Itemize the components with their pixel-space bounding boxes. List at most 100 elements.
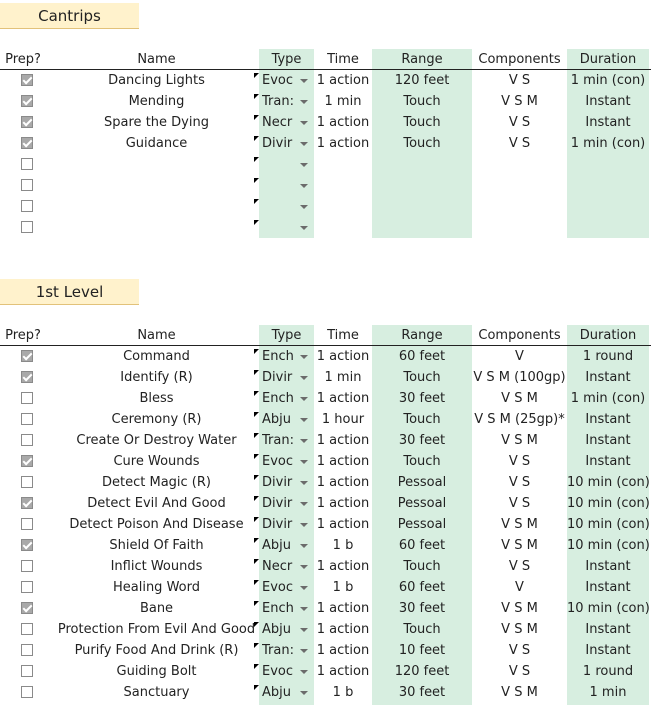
dropdown-arrow-icon[interactable] [300,670,308,674]
duration-cell[interactable]: Instant [585,580,631,595]
spell-name-cell[interactable]: Healing Word [112,580,200,595]
range-cell[interactable]: 30 feet [398,433,446,448]
casting-time-cell[interactable] [314,217,372,238]
range-cell[interactable]: Touch [403,94,441,109]
spell-name-cell[interactable]: Identify (R) [120,370,193,385]
duration-cell[interactable]: 1 round [582,664,634,679]
prep-checkbox-icon[interactable] [21,115,33,128]
type-dropdown[interactable]: Divir [259,133,314,154]
components-cell[interactable]: V S M [501,94,538,109]
spell-name-cell[interactable] [54,217,259,238]
duration-cell[interactable]: 1 round [582,349,634,364]
range-cell[interactable]: 120 feet [394,73,450,88]
type-dropdown[interactable]: Tran: [259,640,314,661]
casting-time-cell[interactable]: 1 action [316,601,370,616]
casting-time-cell[interactable] [314,154,372,175]
spell-name-cell[interactable]: Spare the Dying [104,115,209,130]
prep-checkbox-icon[interactable] [21,433,33,446]
prep-checkbox-icon[interactable] [21,391,33,404]
components-cell[interactable]: V [515,349,524,364]
components-cell[interactable]: V S M [501,622,538,637]
dropdown-arrow-icon[interactable] [300,184,308,188]
components-cell[interactable]: V S [508,115,531,130]
components-cell[interactable]: V S M (25gp)* [474,412,565,427]
prep-checkbox-icon[interactable] [21,601,33,614]
range-cell[interactable]: 10 feet [398,643,446,658]
casting-time-cell[interactable]: 1 b [332,685,354,700]
casting-time-cell[interactable]: 1 action [316,496,370,511]
duration-cell[interactable]: Instant [585,94,631,109]
prep-checkbox-icon[interactable] [21,157,33,170]
prep-checkbox-icon[interactable] [21,538,33,551]
range-cell[interactable]: Touch [403,115,441,130]
dropdown-arrow-icon[interactable] [300,586,308,590]
type-dropdown[interactable]: Abju [259,682,314,703]
type-dropdown[interactable]: Abju [259,619,314,640]
range-cell[interactable]: 60 feet [398,349,446,364]
type-dropdown[interactable]: Evoc [259,451,314,472]
duration-cell[interactable]: 10 min (con) [567,496,649,511]
casting-time-cell[interactable] [314,175,372,196]
prep-checkbox-icon[interactable] [21,643,33,656]
dropdown-arrow-icon[interactable] [300,628,308,632]
casting-time-cell[interactable]: 1 action [316,349,370,364]
type-dropdown[interactable]: Necr [259,112,314,133]
prep-checkbox-icon[interactable] [21,454,33,467]
spell-name-cell[interactable]: Detect Magic (R) [102,475,211,490]
spell-name-cell[interactable] [54,196,259,217]
casting-time-cell[interactable]: 1 b [332,538,354,553]
components-cell[interactable]: V S [508,643,531,658]
type-dropdown[interactable] [259,175,314,196]
dropdown-arrow-icon[interactable] [300,649,308,653]
components-cell[interactable]: V S M [501,391,538,406]
dropdown-arrow-icon[interactable] [300,544,308,548]
range-cell[interactable]: 30 feet [398,685,446,700]
components-cell[interactable]: V S [508,664,531,679]
duration-cell[interactable]: Instant [585,433,631,448]
dropdown-arrow-icon[interactable] [300,163,308,167]
prep-checkbox-icon[interactable] [21,517,33,530]
type-dropdown[interactable]: Divir [259,472,314,493]
range-cell[interactable]: 60 feet [398,538,446,553]
duration-cell[interactable] [567,196,649,217]
prep-checkbox-icon[interactable] [21,685,33,698]
dropdown-arrow-icon[interactable] [300,376,308,380]
casting-time-cell[interactable]: 1 action [316,391,370,406]
casting-time-cell[interactable]: 1 min [324,94,362,109]
duration-cell[interactable] [567,175,649,196]
duration-cell[interactable]: 10 min (con) [567,601,649,616]
range-cell[interactable]: Touch [403,622,441,637]
casting-time-cell[interactable]: 1 action [316,433,370,448]
range-cell[interactable]: Pessoal [397,475,447,490]
components-cell[interactable]: V S M [501,685,538,700]
components-cell[interactable]: V S M [501,538,538,553]
type-dropdown[interactable]: Abju [259,535,314,556]
casting-time-cell[interactable]: 1 action [316,73,370,88]
spell-name-cell[interactable] [54,154,259,175]
spell-name-cell[interactable]: Detect Poison And Disease [69,517,244,532]
prep-checkbox-icon[interactable] [21,199,33,212]
range-cell[interactable]: Pessoal [397,496,447,511]
spell-name-cell[interactable]: Guiding Bolt [116,664,197,679]
duration-cell[interactable]: 1 min (con) [570,73,646,88]
spell-name-cell[interactable]: Inflict Wounds [110,559,203,574]
prep-checkbox-icon[interactable] [21,559,33,572]
prep-checkbox-icon[interactable] [21,136,33,149]
type-dropdown[interactable]: Tran: [259,430,314,451]
type-dropdown[interactable]: Abju [259,409,314,430]
spell-name-cell[interactable]: Dancing Lights [108,73,205,88]
type-dropdown[interactable]: Ench [259,598,314,619]
components-cell[interactable] [472,217,567,238]
duration-cell[interactable]: Instant [585,454,631,469]
components-cell[interactable]: V [515,580,524,595]
prep-checkbox-icon[interactable] [21,73,33,86]
prep-checkbox-icon[interactable] [21,178,33,191]
casting-time-cell[interactable]: 1 action [316,475,370,490]
spell-name-cell[interactable]: Cure Wounds [113,454,200,469]
range-cell[interactable]: Touch [403,454,441,469]
type-dropdown[interactable]: Divir [259,367,314,388]
duration-cell[interactable]: Instant [585,412,631,427]
dropdown-arrow-icon[interactable] [300,565,308,569]
type-dropdown[interactable]: Evoc [259,577,314,598]
range-cell[interactable]: Touch [403,412,441,427]
